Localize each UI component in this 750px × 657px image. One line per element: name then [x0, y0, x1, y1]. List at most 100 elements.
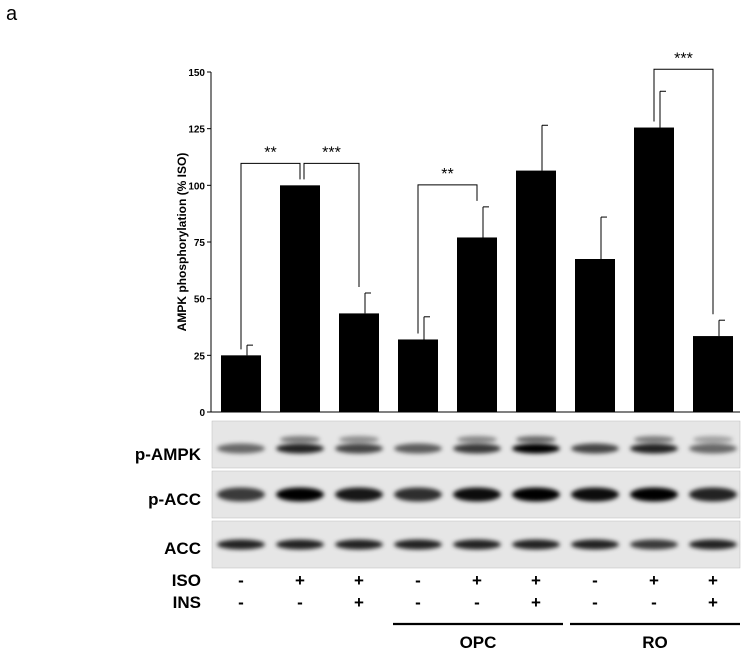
error-bar — [600, 216, 607, 259]
blot-band-upper — [693, 436, 733, 443]
significance-bracket: *** — [653, 50, 714, 315]
blot-band — [453, 443, 501, 454]
y-tick-label: 150 — [188, 68, 205, 79]
blot-band — [394, 443, 442, 454]
error-bar — [246, 344, 253, 356]
blot-band — [276, 539, 324, 550]
treatment-label: ISO — [172, 571, 201, 590]
blot-band — [217, 539, 265, 550]
blot-band — [217, 443, 265, 454]
treatment-sign: - — [474, 593, 480, 612]
blot-row: ACC — [164, 520, 741, 569]
treatment-sign: - — [297, 593, 303, 612]
blot-band — [512, 539, 560, 550]
treatment-sign: - — [415, 593, 421, 612]
error-bar — [482, 206, 489, 238]
blot-label: ACC — [164, 539, 201, 558]
blot-band — [571, 487, 619, 502]
y-tick-label: 125 — [188, 125, 205, 136]
significance-bracket: *** — [303, 144, 360, 287]
error-bars — [246, 90, 725, 356]
bar — [575, 259, 615, 412]
blot-band — [689, 487, 737, 502]
error-bar — [423, 316, 430, 340]
bar — [693, 336, 733, 412]
western-blots: p-AMPK p-ACC ACC — [135, 420, 741, 569]
blot-label: p-AMPK — [135, 445, 202, 464]
error-bar — [718, 319, 725, 337]
blot-band — [512, 443, 560, 454]
blot-band — [276, 443, 324, 454]
treatment-sign: + — [354, 571, 364, 590]
group-label: RO — [642, 633, 668, 652]
blot-band — [217, 487, 265, 502]
bars — [221, 127, 733, 413]
significance-label: ** — [264, 144, 276, 161]
panel-label: a — [6, 3, 18, 25]
blot-band — [394, 539, 442, 550]
significance-label: *** — [674, 50, 693, 67]
significance-brackets: ** ******** — [240, 50, 714, 350]
bar-chart: AMPK phosphorylation (% ISO) 0 25 50 75 100 1… — [175, 50, 740, 419]
blot-band — [630, 487, 678, 502]
blot-band — [689, 539, 737, 550]
treatment-label: INS — [173, 593, 201, 612]
treatment-sign: + — [354, 593, 364, 612]
error-bar — [659, 90, 666, 128]
significance-label: ** — [441, 166, 453, 183]
error-bar — [364, 292, 371, 314]
blot-band — [453, 539, 501, 550]
blot-band — [571, 443, 619, 454]
y-axis-label: AMPK phosphorylation (% ISO) — [175, 153, 189, 332]
group-bracket: RO — [570, 622, 740, 652]
y-tick-label: 75 — [194, 238, 206, 249]
blot-band-upper — [457, 436, 497, 443]
y-tick-label: 100 — [188, 181, 205, 192]
blot-band-upper — [280, 436, 320, 443]
blot-band — [689, 443, 737, 454]
treatment-table: ISO - + + - + + - + + INS - - + - - + - - + — [172, 571, 718, 612]
blot-band — [571, 539, 619, 550]
treatment-sign: - — [651, 593, 657, 612]
blot-band — [512, 487, 560, 502]
treatment-sign: + — [295, 571, 305, 590]
significance-bracket: ** — [240, 144, 301, 350]
bar — [634, 127, 674, 413]
treatment-sign: - — [415, 571, 421, 590]
treatment-sign: + — [531, 571, 541, 590]
treatment-sign: - — [238, 571, 244, 590]
blot-band — [335, 487, 383, 502]
blot-band-upper — [516, 436, 556, 443]
group-label: OPC — [460, 633, 497, 652]
y-tick-label: 0 — [199, 408, 205, 419]
bar — [516, 170, 556, 412]
bar — [398, 339, 438, 412]
blot-band — [276, 487, 324, 502]
blot-row: p-ACC — [148, 470, 741, 519]
treatment-sign: - — [592, 593, 598, 612]
treatment-sign: - — [592, 571, 598, 590]
y-tick-label: 25 — [194, 351, 206, 362]
treatment-sign: + — [708, 593, 718, 612]
bar — [280, 185, 320, 412]
significance-label: *** — [322, 144, 341, 161]
treatment-sign: + — [708, 571, 718, 590]
blot-band — [335, 443, 383, 454]
blot-band — [630, 443, 678, 454]
bar — [221, 355, 261, 412]
blot-row: p-AMPK — [135, 420, 741, 469]
blot-band — [630, 539, 678, 550]
blot-band — [394, 487, 442, 502]
blot-band — [335, 539, 383, 550]
treatment-sign: + — [649, 571, 659, 590]
treatment-sign: + — [531, 593, 541, 612]
bar — [339, 313, 379, 412]
group-bracket: OPC — [393, 622, 563, 652]
blot-label: p-ACC — [148, 490, 201, 509]
treatment-sign: + — [472, 571, 482, 590]
blot-band-upper — [634, 436, 674, 443]
bar — [457, 237, 497, 412]
y-tick-label: 50 — [194, 295, 206, 306]
blot-band — [453, 487, 501, 502]
